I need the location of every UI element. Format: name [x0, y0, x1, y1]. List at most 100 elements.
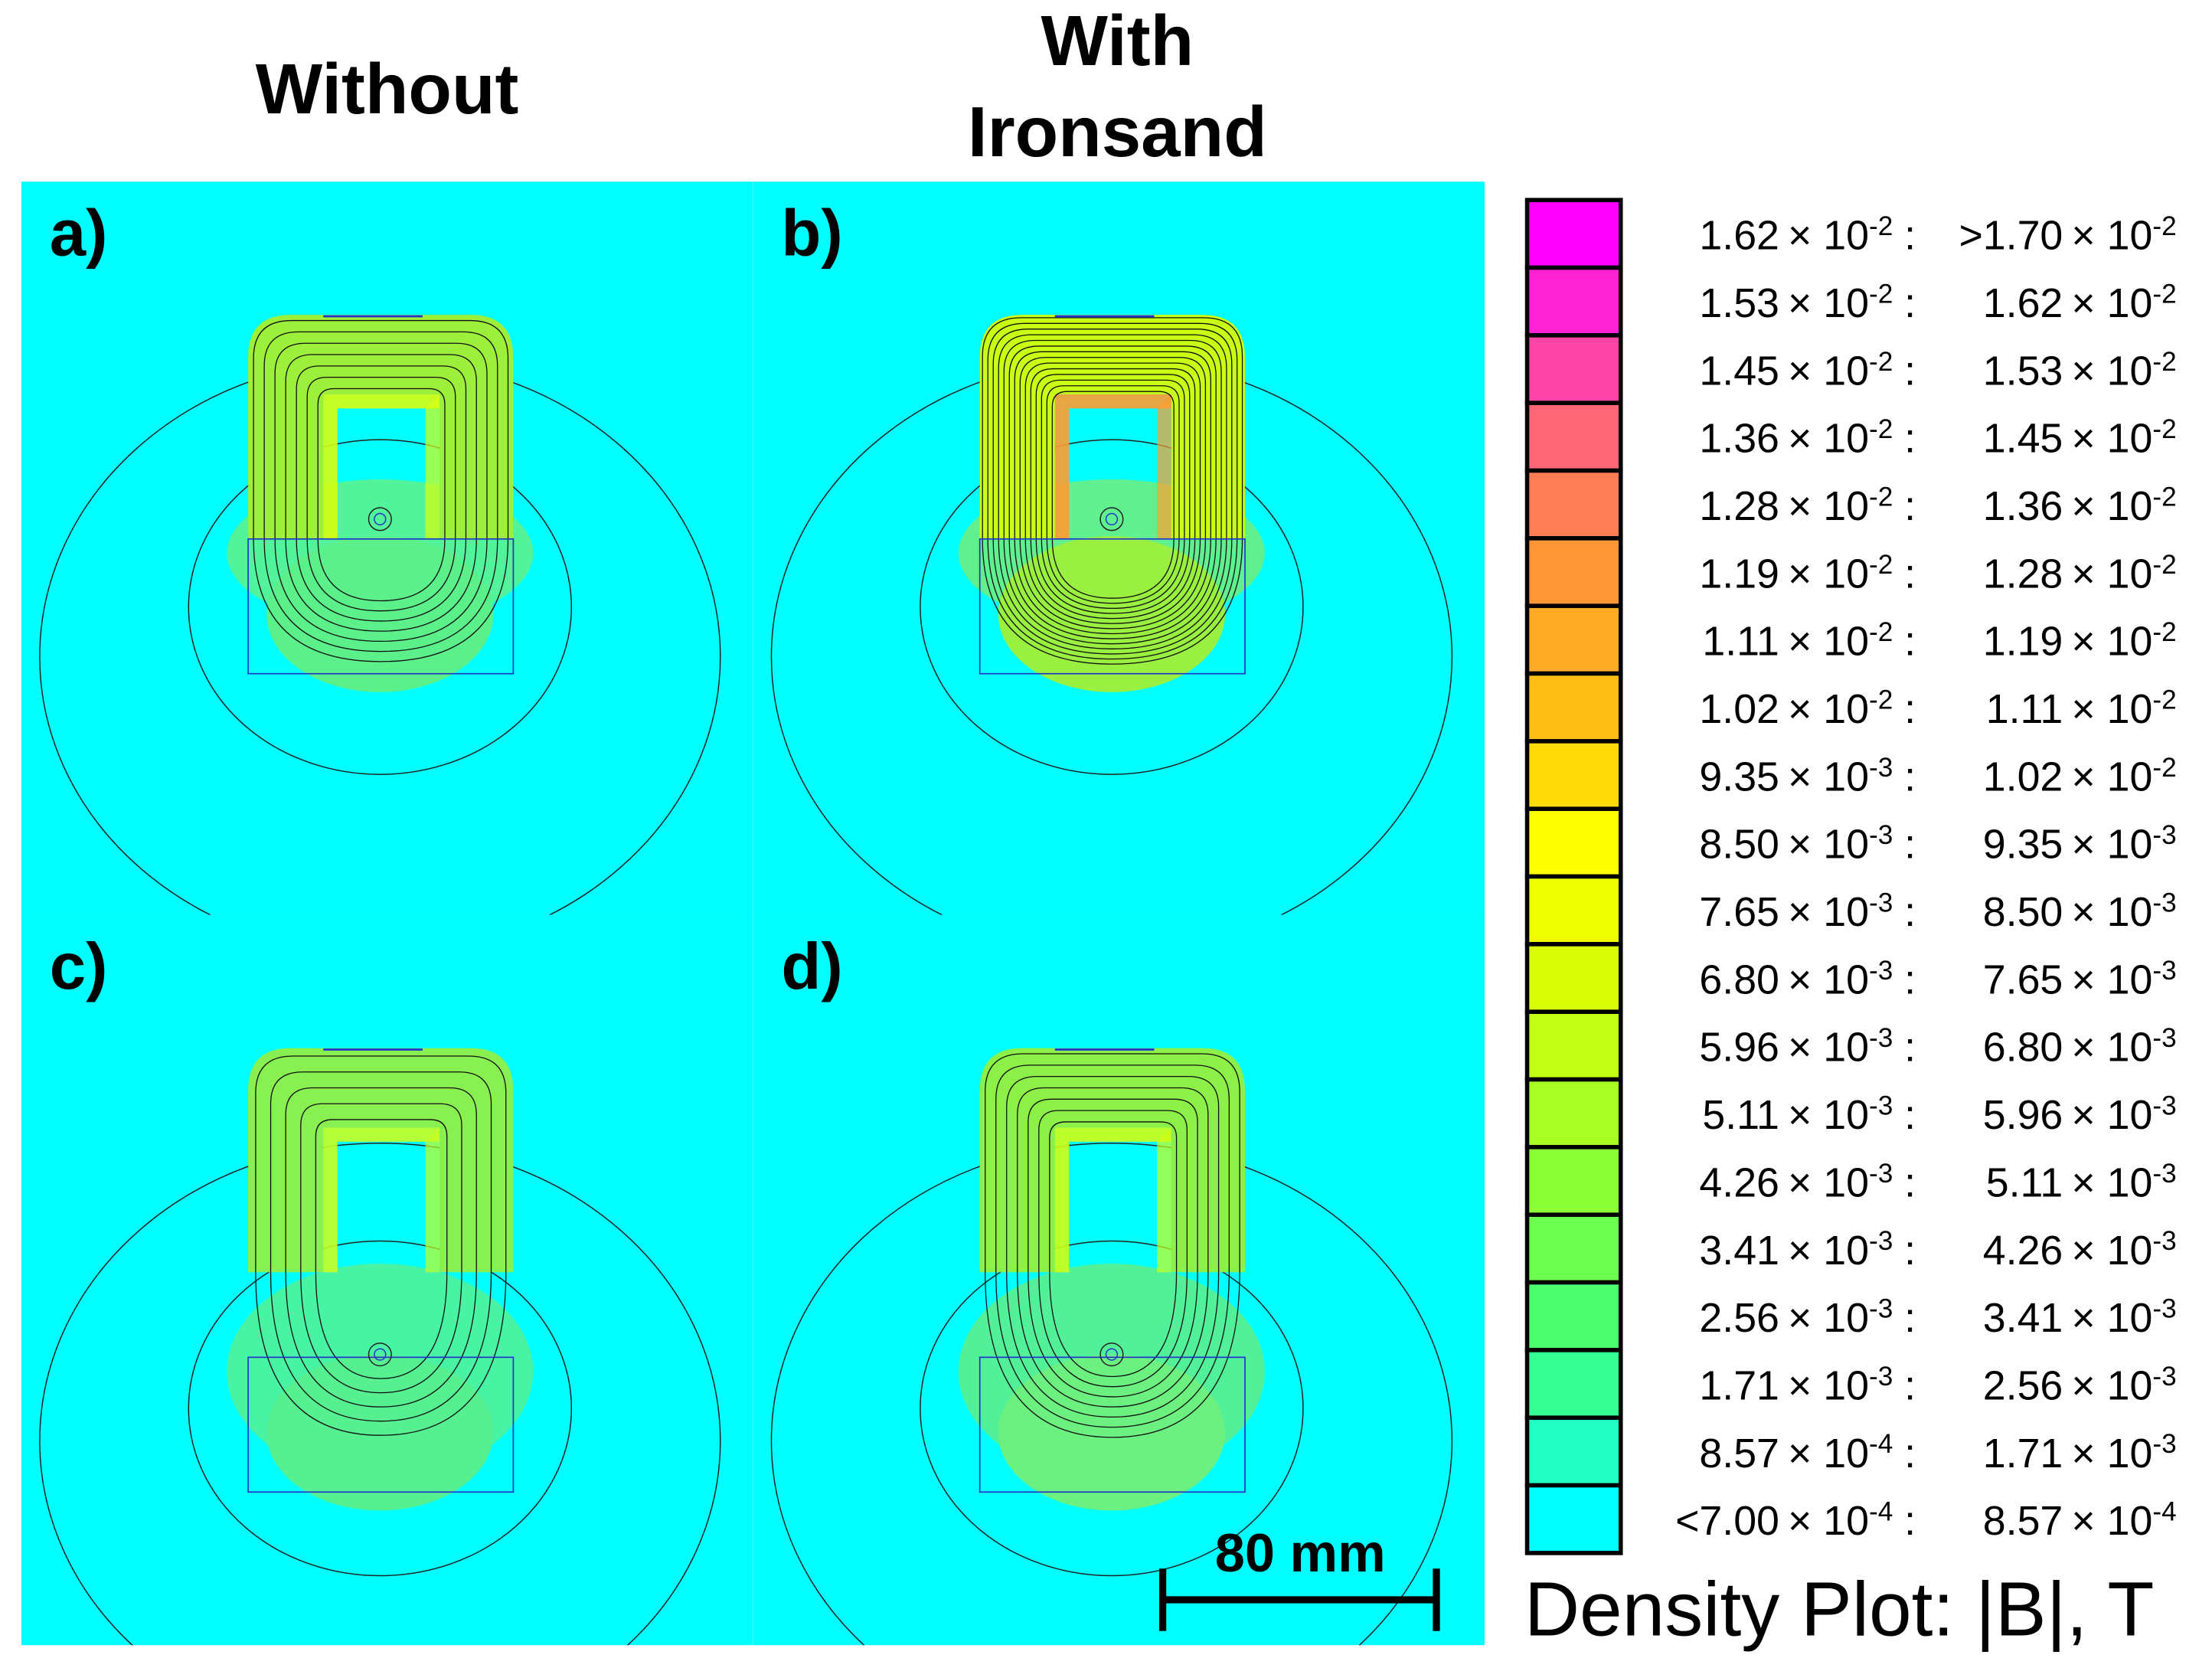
legend-separator: : [1904, 213, 1916, 259]
legend-value: 9.35 × 10-3 [1699, 753, 1893, 800]
legend-mantissa: 1.28 [1699, 483, 1779, 529]
legend-mantissa: 1.19 [1699, 551, 1779, 597]
legend-swatch [1524, 1212, 1623, 1285]
legend-mantissa: 7.65 [1983, 957, 2063, 1002]
legend-exponent: -2 [2152, 280, 2176, 309]
flux-line [315, 1119, 448, 1379]
legend-separator: : [1904, 1228, 1916, 1274]
flux-line [1019, 357, 1207, 630]
legend-mantissa: 1.02 [1699, 686, 1779, 732]
legend-times: × 10 [2071, 213, 2152, 259]
legend-separator: : [1904, 1159, 1916, 1205]
sample-outline [247, 538, 515, 675]
legend-swatch [1524, 333, 1623, 405]
legend-value: 2.56 × 10-3 [1983, 1362, 2177, 1409]
field-contour [39, 1143, 721, 1646]
legend-value: 5.96 × 10-3 [1983, 1091, 2177, 1139]
legend-swatch [1524, 671, 1623, 744]
core-hotspot [1054, 394, 1171, 539]
legend-mantissa: >1.70 [1959, 213, 2063, 259]
legend-value: 8.57 × 10-4 [1699, 1429, 1893, 1477]
legend-times: × 10 [1788, 957, 1869, 1002]
legend-times: × 10 [2071, 957, 2152, 1002]
legend-mantissa: 1.19 [1983, 619, 2063, 665]
legend-times: × 10 [2071, 1362, 2152, 1408]
legend-value: 1.28 × 10-2 [1983, 550, 2177, 597]
flux-line [296, 365, 467, 622]
legend-exponent: -3 [1869, 1294, 1893, 1324]
legend-times: × 10 [1788, 686, 1869, 732]
legend-mantissa: 2.56 [1699, 1295, 1779, 1341]
flux-line [985, 1053, 1240, 1438]
panel-clip: d) [753, 914, 1485, 1646]
legend-exponent: -3 [2152, 1226, 2176, 1256]
legend-separator: : [1904, 619, 1916, 665]
legend-value: 3.41 × 10-3 [1983, 1294, 2177, 1342]
legend-times: × 10 [1788, 619, 1869, 665]
legend-times: × 10 [2071, 348, 2152, 394]
legend-exponent: -2 [2152, 414, 2176, 444]
legend-value: 1.19 × 10-2 [1983, 617, 2177, 665]
legend-exponent: -3 [1869, 1023, 1893, 1053]
legend-times: × 10 [2071, 822, 2152, 868]
flux-line [1035, 374, 1191, 614]
legend-swatch [1524, 1145, 1623, 1218]
legend-separator: : [1904, 1295, 1916, 1341]
panel-clip: b) [753, 181, 1485, 915]
flux-line [998, 334, 1227, 649]
legend-mantissa: 1.28 [1983, 551, 2063, 597]
legend-exponent: -2 [2152, 550, 2176, 580]
legend-value: 1.11 × 10-2 [1702, 617, 1893, 665]
legend-swatch [1524, 265, 1623, 338]
legend-value: 6.80 × 10-3 [1699, 956, 1893, 1003]
legend-mantissa: 1.71 [1699, 1362, 1779, 1408]
coil [1105, 1348, 1119, 1361]
legend-value: 1.11 × 10-2 [1986, 685, 2177, 733]
core-hotspot [425, 1127, 440, 1273]
legend-value: 6.80 × 10-3 [1983, 1023, 2177, 1071]
legend-times: × 10 [2071, 1295, 2152, 1341]
field-contour [920, 1240, 1304, 1577]
legend-value: 1.71 × 10-3 [1983, 1429, 2177, 1477]
density-panel: b) [753, 181, 1485, 915]
core-region [979, 1048, 1245, 1273]
legend-separator: : [1904, 280, 1916, 326]
legend-exponent: -3 [1869, 956, 1893, 986]
legend-separator: : [1904, 889, 1916, 935]
field-halo [266, 1354, 494, 1511]
legend-times: × 10 [2071, 1498, 2152, 1544]
legend-times: × 10 [1788, 1228, 1869, 1274]
legend-mantissa: 6.80 [1983, 1025, 2063, 1071]
legend-separator: : [1904, 1362, 1916, 1408]
legend-value: 1.28 × 10-2 [1699, 482, 1893, 530]
legend-value: 8.50 × 10-3 [1699, 820, 1893, 868]
legend-mantissa: 8.57 [1983, 1498, 2063, 1544]
legend-swatch [1524, 1009, 1623, 1082]
legend-mantissa: 9.35 [1983, 822, 2063, 868]
legend-swatch [1524, 942, 1623, 1014]
legend-exponent: -3 [2152, 1294, 2176, 1324]
legend-exponent: -2 [1869, 211, 1893, 241]
legend-mantissa: 5.96 [1983, 1092, 2063, 1138]
legend-separator: : [1904, 1431, 1916, 1477]
density-panel: c) [21, 914, 753, 1646]
legend-exponent: -2 [1869, 414, 1893, 444]
legend-exponent: -2 [2152, 753, 2176, 783]
legend-mantissa: 7.65 [1699, 889, 1779, 935]
flux-line [1030, 368, 1196, 620]
flux-line [270, 1071, 492, 1422]
legend-separator: : [1904, 754, 1916, 800]
legend-value: 1.62 × 10-2 [1699, 211, 1893, 259]
core-hotspot [323, 394, 440, 539]
flux-line [317, 388, 446, 602]
flux-line [255, 1055, 507, 1436]
legend-exponent: -2 [1869, 617, 1893, 647]
flux-line [1017, 1087, 1209, 1408]
legend-separator: : [1904, 348, 1916, 394]
legend-mantissa: <7.00 [1675, 1498, 1779, 1544]
flux-line [1008, 345, 1217, 639]
legend-times: × 10 [2071, 1025, 2152, 1071]
legend-value: 5.11 × 10-3 [1986, 1159, 2177, 1206]
legend-separator: : [1904, 957, 1916, 1002]
legend-times: × 10 [1788, 889, 1869, 935]
